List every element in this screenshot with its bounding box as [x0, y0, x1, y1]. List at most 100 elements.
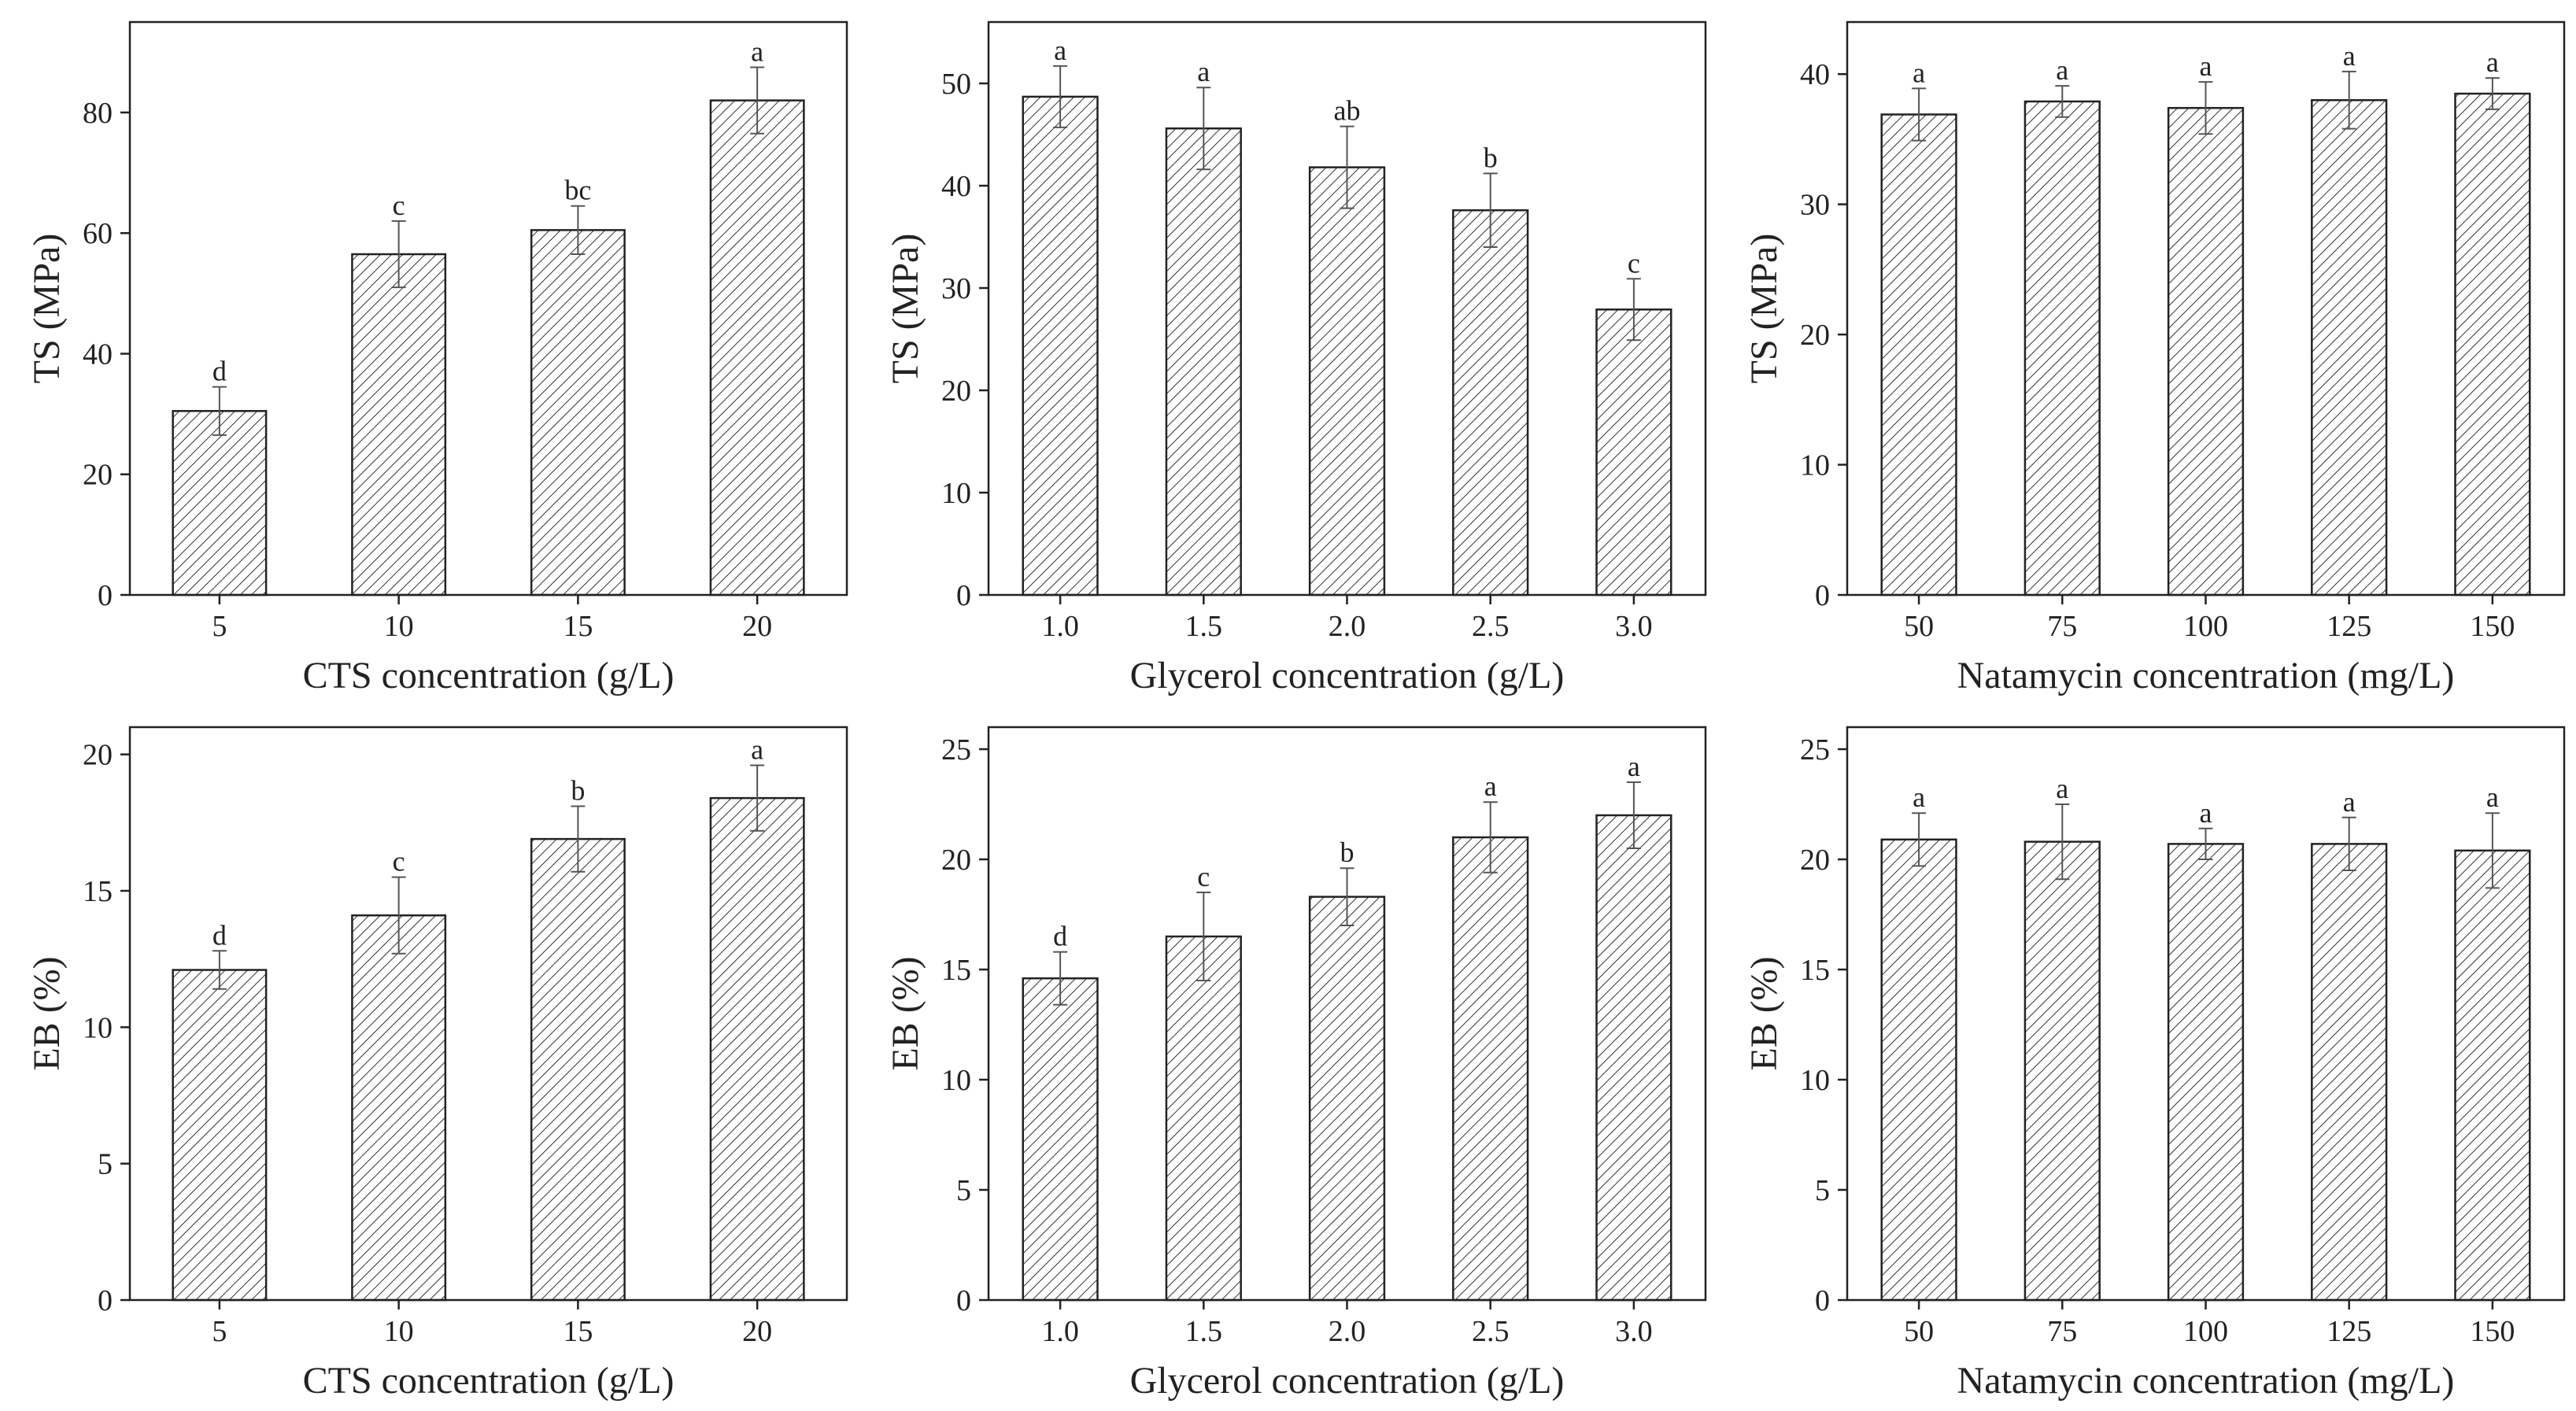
bar-2.5	[1452, 209, 1529, 597]
y-axis-label: TS (MPa)	[26, 234, 68, 384]
y-tick-label: 0	[956, 1284, 971, 1317]
bar-2.5	[1452, 836, 1529, 1302]
bar-100	[2167, 106, 2245, 597]
chart-ts-glycerol: a a ab b c 0 10 20 30 40 50 1.0 1.5 2.0 2.5 3.0 Glycerol…	[859, 0, 1717, 705]
x-tick-label: 125	[2327, 1315, 2371, 1348]
y-tick-label: 0	[98, 579, 113, 612]
x-tick-label: 15	[563, 1315, 593, 1348]
bar-50	[1880, 838, 1957, 1302]
x-tick-label: 20	[742, 1315, 772, 1348]
error-bar-3.0	[1626, 781, 1641, 849]
bar-2.0	[1308, 896, 1386, 1302]
significance-letter-75: a	[2056, 54, 2068, 86]
x-tick-label: 1.0	[1041, 1315, 1079, 1348]
x-tick-label: 10	[384, 610, 414, 643]
error-bar-2.5	[1483, 801, 1498, 874]
significance-letter-1.0: d	[1053, 921, 1067, 952]
x-tick-label: 3.0	[1615, 610, 1653, 643]
y-tick-label: 20	[941, 844, 971, 877]
y-tick-label: 20	[1800, 319, 1830, 352]
bar-75	[2023, 100, 2101, 597]
bar-10	[351, 253, 447, 597]
error-bar-50	[1912, 812, 1927, 867]
bar-15	[530, 229, 626, 597]
x-tick-label: 150	[2470, 610, 2515, 643]
significance-letter-5: d	[213, 919, 227, 951]
error-bar-5	[212, 950, 227, 990]
chart-eb-cts: d c b a 0 5 10 15 20 5 10 15 20 CTS concentration (g/…	[0, 705, 859, 1410]
error-bar-5	[212, 386, 227, 436]
x-axis-label: Natamycin concentration (mg/L)	[1957, 655, 2455, 696]
error-bar-1.5	[1196, 892, 1211, 981]
bar-100	[2167, 843, 2245, 1302]
error-bar-150	[2485, 77, 2500, 110]
bar-1.5	[1165, 935, 1242, 1302]
x-axis-label: CTS concentration (g/L)	[303, 1360, 674, 1402]
y-axis-label: TS (MPa)	[885, 234, 926, 384]
y-tick-label: 25	[1800, 733, 1830, 766]
y-tick-label: 40	[83, 338, 113, 371]
bar-15	[530, 837, 626, 1302]
chart-eb-glycerol: d c b a a 0 5 10 15 20 25 1.0 1.5 2.0 2.5 3.0 Glycerol c…	[859, 705, 1717, 1410]
x-tick-label: 20	[742, 610, 772, 643]
bar-150	[2454, 92, 2531, 597]
error-bar-15	[571, 205, 586, 256]
x-tick-label: 5	[212, 610, 227, 643]
y-tick-label: 20	[83, 739, 113, 772]
y-tick-label: 10	[1800, 1064, 1830, 1097]
error-bar-15	[571, 805, 586, 873]
x-tick-label: 1.5	[1185, 1315, 1223, 1348]
bar-150	[2454, 849, 2531, 1302]
x-tick-label: 1.5	[1185, 610, 1223, 643]
y-tick-label: 80	[83, 97, 113, 130]
error-bar-125	[2341, 70, 2356, 130]
error-bar-1.0	[1053, 951, 1068, 1006]
y-tick-label: 20	[941, 375, 971, 408]
y-tick-label: 15	[83, 875, 113, 908]
y-tick-label: 30	[941, 272, 971, 305]
bar-75	[2023, 840, 2101, 1302]
bar-2.0	[1308, 166, 1386, 597]
chart-ts-natamycin: a a a a a 0 10 20 30 40 50 75 100 125 150 Natamycin con…	[1717, 0, 2576, 705]
x-axis-label: Natamycin concentration (mg/L)	[1957, 1360, 2455, 1402]
x-axis-label: Glycerol concentration (g/L)	[1130, 655, 1565, 696]
error-bar-10	[391, 220, 406, 289]
significance-letter-150: a	[2486, 46, 2499, 78]
error-bar-2.0	[1340, 125, 1355, 209]
chart-svg: d c b a 0 5 10 15 20 5 10 15 20 CTS concentration (g/…	[26, 726, 848, 1402]
plot-frame	[128, 20, 848, 597]
bar-1.0	[1022, 95, 1099, 597]
significance-letter-50: a	[1913, 57, 1925, 88]
y-tick-label: 40	[1800, 58, 1830, 91]
y-tick-label: 40	[941, 170, 971, 203]
chart-ts-cts: d c bc a 0 20 40 60 80 5 10 15 20 CTS concentration (…	[0, 0, 859, 705]
significance-letter-20: a	[751, 35, 763, 67]
error-bar-100	[2198, 81, 2213, 135]
bar-5	[172, 969, 268, 1302]
y-tick-label: 0	[1815, 579, 1830, 612]
x-tick-label: 2.0	[1329, 610, 1366, 643]
significance-letter-1.0: a	[1054, 35, 1066, 66]
chart-svg: a a a a a 0 5 10 15 20 25 50 75 100 125 150 Natamycin co…	[1743, 726, 2566, 1402]
y-tick-label: 10	[83, 1011, 113, 1044]
error-bar-50	[1912, 87, 1927, 142]
error-bar-2.0	[1340, 867, 1355, 926]
chart-svg: d c bc a 0 20 40 60 80 5 10 15 20 CTS concentration (…	[26, 20, 848, 696]
y-tick-label: 10	[941, 477, 971, 510]
y-tick-label: 15	[941, 954, 971, 987]
bar-20	[709, 796, 805, 1302]
y-tick-label: 50	[941, 68, 971, 101]
significance-letter-50: a	[1913, 781, 1925, 813]
significance-letter-100: a	[2200, 797, 2212, 829]
bar-1.5	[1165, 127, 1242, 597]
x-tick-label: 125	[2327, 610, 2371, 643]
significance-letter-125: a	[2343, 40, 2356, 72]
significance-letter-1.5: a	[1197, 56, 1210, 87]
x-tick-label: 10	[384, 1315, 414, 1348]
error-bar-75	[2055, 85, 2070, 118]
x-axis-label: Glycerol concentration (g/L)	[1130, 1360, 1565, 1402]
plot-frame	[128, 726, 848, 1302]
significance-letter-20: a	[751, 734, 763, 766]
y-tick-label: 60	[83, 217, 113, 250]
